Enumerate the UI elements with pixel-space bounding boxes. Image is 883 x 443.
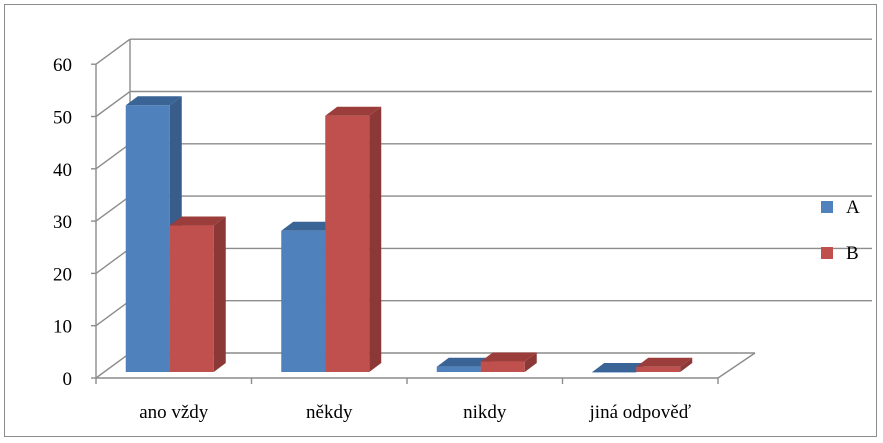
y-tick-label: 60 (53, 55, 72, 76)
bar-side-b-3 (680, 357, 693, 372)
x-tick-label: někdy (306, 402, 353, 423)
x-tick-label: nikdy (463, 402, 507, 423)
bar-top-b-2 (480, 352, 537, 362)
wall-diagonal (95, 300, 131, 327)
bar-top-b-1 (325, 106, 382, 116)
grid-layer (91, 38, 872, 384)
label-layer: 0 10 20 30 40 50 60 ano vždy někdy nikdy jiná odpo… (53, 55, 691, 423)
legend-swatch-a (821, 201, 833, 213)
bar-top-b-0 (169, 216, 226, 226)
wall-diagonal (95, 247, 131, 274)
bar-a-2 (436, 366, 481, 372)
bar-side-b-0 (213, 216, 226, 372)
wall-diagonal (95, 38, 131, 65)
wall-diagonal (95, 90, 131, 118)
legend: AB (821, 197, 860, 264)
legend-label-b: B (846, 243, 859, 264)
bar-b-0 (169, 225, 214, 372)
wall-diagonal (95, 143, 131, 170)
bar-top-a-3 (592, 363, 649, 372)
bar-side-b-2 (524, 352, 537, 372)
bar-top-a-0 (125, 96, 182, 106)
bar-side-b-1 (369, 106, 382, 372)
wall-diagonal (95, 195, 131, 222)
bar-b-2 (480, 361, 525, 372)
y-tick-label: 40 (53, 160, 72, 181)
y-tick-label: 30 (53, 212, 72, 233)
floor-right-edge (717, 352, 756, 379)
y-tick-label: 10 (53, 317, 72, 338)
bar-b-1 (325, 115, 370, 372)
bar-a-1 (281, 230, 326, 372)
bar-a-3 (592, 372, 637, 373)
legend-swatch-b (821, 247, 833, 259)
x-tick-label: ano vždy (139, 402, 209, 423)
wall-diagonal (95, 352, 131, 379)
bar-layer (125, 96, 693, 373)
y-tick-label: 50 (53, 108, 72, 129)
legend-label-a: A (846, 197, 860, 218)
bar-top-b-3 (636, 357, 693, 367)
y-tick-label: 0 (63, 369, 73, 390)
bar-top-a-2 (436, 357, 493, 367)
bar-top-a-1 (281, 221, 338, 231)
bar-b-3 (636, 366, 681, 372)
y-tick-label: 20 (53, 264, 72, 285)
x-tick-label: jiná odpověď (589, 402, 691, 423)
bar-a-0 (125, 105, 170, 373)
